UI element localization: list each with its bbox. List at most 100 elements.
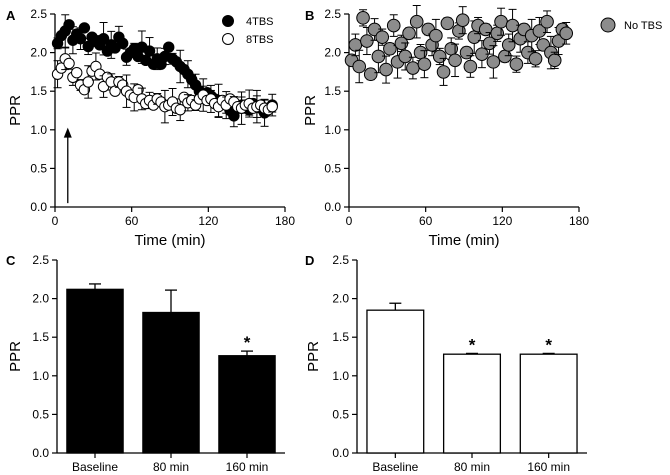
data-point-no-tbs (402, 26, 416, 41)
data-point-no-tbs (356, 11, 370, 25)
legend-label: 8TBS (246, 34, 274, 46)
y-tick-label: 0.5 (30, 161, 47, 175)
y-tick-label: 2.5 (30, 7, 47, 21)
y-tick-label: 1.0 (32, 369, 49, 383)
y-tick-label: 0.0 (32, 446, 49, 460)
y-axis-label: PPR (302, 95, 319, 126)
legend-label: 4TBS (246, 16, 274, 28)
legend-label: No TBS (624, 20, 662, 32)
bar-80-min (442, 353, 502, 454)
data-point-no-tbs (398, 49, 413, 64)
x-category-label: 80 min (454, 460, 490, 474)
data-point-no-tbs (455, 13, 470, 27)
data-point-8tbs (82, 76, 94, 88)
data-point-no-tbs (432, 49, 447, 64)
x-tick-label: 180 (569, 214, 589, 228)
bar-160-min (218, 355, 276, 454)
panel-c-bar: 0.0 0.5 1.0 1.5 2.0 2.5 PPR Baseline 80 min 160 m… (7, 253, 285, 474)
x-tick-label: 0 (346, 214, 353, 228)
panel-d-bar: 0.0 0.5 1.0 1.5 2.0 2.5 PPR Baseline 80 min * 160 … (305, 253, 587, 474)
data-point-no-tbs (417, 57, 432, 71)
panel-a-scatter: 0.0 0.5 1.0 1.5 2.0 2.5 PPR 0 60 120 180 Time (min)… (7, 7, 295, 249)
x-tick-label: 120 (198, 214, 218, 228)
data-point-no-tbs (547, 53, 562, 68)
x-axis-label: Time (min) (428, 232, 499, 249)
data-point-4tbs (117, 37, 129, 50)
y-axis-label: PPR (7, 341, 24, 372)
data-point-no-tbs (440, 16, 455, 31)
data-point-4tbs (74, 33, 87, 45)
y-axis-label: PPR (7, 95, 24, 126)
data-point-no-tbs (352, 59, 367, 74)
y-tick-label: 0.5 (324, 161, 341, 175)
data-point-no-tbs (406, 61, 420, 75)
data-point-no-tbs (459, 45, 474, 60)
data-point-no-tbs (482, 36, 497, 51)
x-tick-label: 60 (125, 214, 139, 228)
data-point-4tbs (143, 45, 156, 57)
y-tick-label: 1.5 (32, 330, 49, 344)
data-point-no-tbs (486, 55, 501, 69)
data-point-no-tbs (509, 57, 524, 71)
legend-marker (222, 33, 234, 45)
y-tick-label: 0.5 (32, 407, 49, 421)
data-point-8tbs (266, 100, 278, 113)
data-point-8tbs (71, 66, 83, 79)
bar-80-min (142, 311, 200, 454)
data-point-no-tbs (386, 18, 401, 33)
data-point-no-tbs (448, 53, 462, 68)
x-axis-label: Time (min) (134, 232, 205, 249)
data-point-no-tbs (532, 24, 547, 38)
x-category-label: 160 min (527, 460, 570, 474)
data-point-no-tbs (540, 14, 554, 29)
y-tick-label: 1.5 (324, 84, 341, 98)
data-point-no-tbs (478, 22, 493, 37)
data-point-no-tbs (467, 30, 482, 44)
data-point-no-tbs (383, 41, 397, 56)
y-tick-label: 0.0 (324, 200, 341, 214)
data-point-no-tbs (528, 51, 543, 66)
panel-b-scatter: 0.0 0.5 1.0 1.5 2.0 2.5 PPR 0 60 120 180 Time (min)… (302, 5, 662, 249)
x-tick-label: 120 (492, 214, 512, 228)
data-point-no-tbs (375, 30, 390, 44)
y-tick-label: 1.0 (332, 369, 349, 383)
data-point-8tbs (174, 104, 186, 116)
panel-label-a: A (6, 8, 16, 23)
y-tick-label: 2.0 (32, 292, 49, 306)
bar-160-min (519, 353, 578, 454)
data-point-no-tbs (494, 14, 508, 29)
data-point-no-tbs (360, 34, 374, 48)
x-category-label: 160 min (226, 460, 269, 474)
x-tick-label: 60 (419, 214, 433, 228)
panel-label-d: D (305, 253, 314, 268)
y-tick-label: 2.5 (324, 7, 341, 21)
data-point-no-tbs (429, 28, 443, 43)
y-tick-label: 1.5 (30, 84, 47, 98)
x-category-label: Baseline (72, 460, 118, 474)
y-tick-label: 1.0 (324, 123, 341, 137)
data-point-4tbs (78, 22, 91, 34)
y-tick-label: 0.5 (332, 407, 349, 421)
data-point-no-tbs (463, 59, 478, 74)
data-point-no-tbs (363, 67, 378, 82)
data-point-4tbs (163, 41, 175, 53)
y-tick-label: 2.5 (32, 253, 49, 267)
data-point-no-tbs (436, 65, 451, 79)
data-point-no-tbs (409, 14, 424, 29)
y-tick-label: 2.0 (332, 292, 349, 306)
x-category-label: 80 min (153, 460, 189, 474)
y-tick-label: 2.0 (30, 46, 47, 60)
x-tick-label: 0 (52, 214, 59, 228)
arrow-head-icon (63, 127, 72, 138)
bar-baseline (366, 309, 425, 454)
data-point-4tbs (63, 19, 75, 31)
bar-baseline (66, 288, 124, 454)
panel-label-b: B (305, 8, 314, 23)
data-point-no-tbs (490, 26, 505, 41)
y-tick-label: 2.5 (332, 253, 349, 267)
y-tick-label: 1.0 (30, 123, 47, 137)
data-point-no-tbs (498, 49, 512, 64)
legend-marker (600, 17, 616, 33)
y-axis-label: PPR (305, 341, 322, 372)
